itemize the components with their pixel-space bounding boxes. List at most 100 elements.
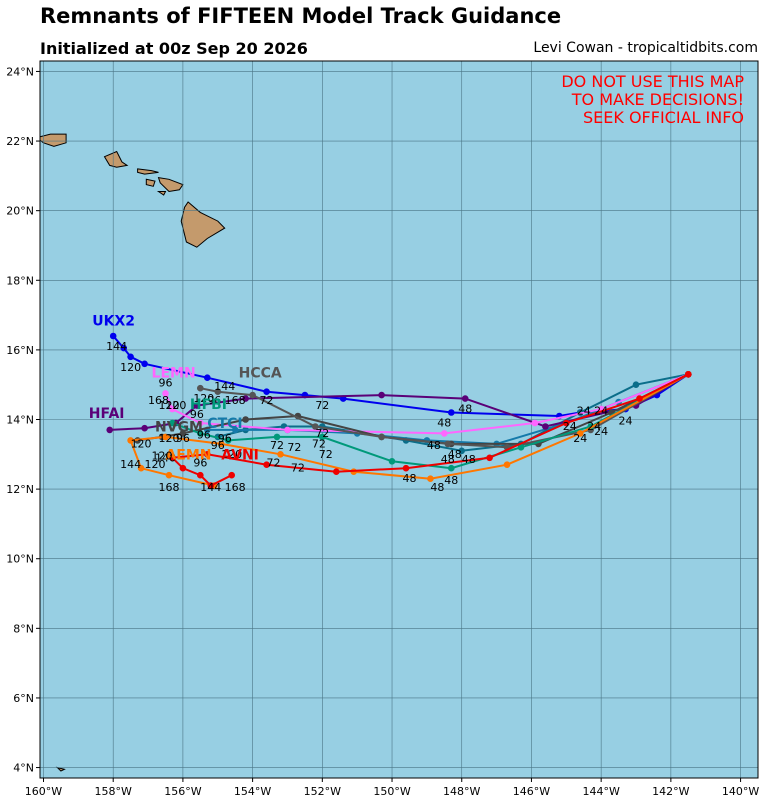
track-point-avni — [169, 454, 176, 462]
map-frame — [39, 60, 759, 779]
forecast-hour-label: 48 — [458, 403, 472, 416]
track-point-aemn — [503, 461, 511, 469]
model-label-lemn: LEMN — [152, 366, 196, 382]
track-point-aemn — [162, 433, 169, 441]
forecast-hour-label: 96 — [218, 432, 232, 445]
track-point-aemn — [217, 440, 225, 448]
track-point-hfai — [242, 395, 249, 402]
track-point-avni — [333, 468, 340, 476]
track-layer — [106, 332, 692, 489]
track-point-avni — [685, 371, 692, 378]
track-point-hfbi — [388, 458, 396, 465]
track-point-ukx2 — [109, 332, 117, 340]
track-point-lemn — [162, 390, 169, 397]
forecast-hour-label: 24 — [577, 404, 591, 417]
track-point-ukx2 — [448, 409, 455, 416]
lon-tick-label: 146°W — [513, 785, 550, 798]
lat-tick-label: 4°N — [13, 762, 34, 775]
forecast-hour-label: 144 — [120, 458, 141, 471]
forecast-hour-label: 120 — [193, 392, 214, 405]
model-label-hfbi: HFBI — [190, 397, 227, 413]
track-point-hfbi — [273, 433, 281, 441]
track-line-nvgm — [137, 373, 689, 445]
lat-tick-label: 6°N — [13, 692, 34, 705]
forecast-hour-label: 72 — [260, 394, 274, 407]
forecast-hour-label: 24 — [594, 404, 608, 417]
forecast-hour-label: 72 — [267, 456, 281, 469]
forecast-hour-label: 96 — [197, 429, 211, 442]
model-label-hfai: HFAI — [89, 406, 125, 422]
warning-line: SEEK OFFICIAL INFO — [583, 108, 744, 127]
track-point-hfbi — [169, 419, 176, 427]
track-point-hfai — [542, 423, 549, 430]
forecast-hour-label: 48 — [448, 448, 462, 461]
forecast-hour-label: 72 — [315, 427, 329, 440]
track-point-hfai — [461, 395, 469, 402]
track-point-aemn — [127, 437, 134, 444]
forecast-hour-label: 96 — [176, 432, 190, 445]
forecast-hour-label: 96 — [193, 456, 207, 469]
forecast-hour-label: 96 — [158, 376, 172, 389]
forecast-hour-label: 168 — [158, 481, 179, 494]
page-title: Remnants of FIFTEEN Model Track Guidance — [40, 4, 562, 28]
track-point-hfbi — [517, 444, 525, 451]
forecast-hour-label: 72 — [287, 441, 301, 454]
forecast-hour-label: 120 — [158, 399, 179, 412]
forecast-hour-label: 48 — [444, 474, 458, 487]
island-4 — [157, 176, 184, 193]
warning-line: DO NOT USE THIS MAP — [561, 72, 744, 91]
model-label-aemn: AEMN — [165, 448, 211, 464]
forecast-hour-label: 72 — [312, 437, 326, 450]
track-point-aemn — [165, 471, 173, 479]
forecast-hour-label: 24 — [587, 420, 601, 433]
track-point-hfbi — [197, 430, 204, 437]
forecast-hour-label: 48 — [402, 472, 416, 485]
lat-tick-label: 24°N — [6, 65, 34, 78]
track-point-hcca — [378, 433, 385, 441]
lon-tick-label: 142°W — [652, 785, 689, 798]
forecast-hour-label: 24 — [573, 432, 587, 445]
lon-tick-label: 140°W — [722, 785, 759, 798]
forecast-hour-label: 144 — [214, 380, 235, 393]
forecast-hour-label: 48 — [462, 453, 476, 466]
track-point-hcca — [249, 391, 256, 399]
track-point-ukx2 — [127, 353, 134, 361]
lon-tick-label: 150°W — [373, 785, 410, 798]
grid-layer — [40, 61, 758, 778]
track-point-hfbi — [319, 433, 326, 441]
track-point-avni — [179, 464, 187, 472]
track-point-hcca — [214, 388, 222, 396]
forecast-hour-label: 72 — [270, 439, 284, 452]
lon-tick-label: 148°W — [443, 785, 480, 798]
track-line-aemn — [129, 373, 689, 487]
lat-tick-label: 16°N — [6, 344, 34, 357]
track-point-hcca — [312, 423, 319, 430]
model-label-ukx2: UKX2 — [92, 314, 135, 330]
forecast-hour-label: 120 — [165, 399, 186, 412]
track-point-avni — [486, 454, 493, 462]
forecast-hour-label: 48 — [430, 481, 444, 494]
track-point-lemn — [441, 430, 448, 437]
forecast-hour-label: 168 — [225, 481, 246, 494]
track-point-avni — [228, 471, 235, 479]
track-point-hfai — [106, 426, 113, 434]
forecast-hour-label: 120 — [151, 450, 172, 463]
forecast-hour-label: 24 — [594, 425, 608, 438]
forecast-hour-label: 120 — [131, 437, 152, 450]
track-point-ukx2 — [141, 360, 148, 368]
forecast-hour-label: 96 — [190, 408, 204, 421]
forecast-hour-label: 72 — [291, 462, 305, 475]
lat-tick-label: 20°N — [6, 205, 34, 218]
island-5 — [156, 191, 167, 196]
warning-line: TO MAKE DECISIONS! — [571, 90, 744, 109]
forecast-hour-label: 144 — [200, 481, 221, 494]
track-point-avni — [563, 419, 570, 427]
track-line-hfbi — [172, 373, 689, 470]
track-point-aemn — [277, 451, 284, 458]
lat-tick-label: 8°N — [13, 622, 34, 635]
track-point-hfai — [193, 402, 201, 409]
model-label-avni: AVNI — [221, 448, 259, 464]
forecast-hour-label: 120 — [158, 432, 179, 445]
track-point-hwfi — [632, 381, 640, 389]
